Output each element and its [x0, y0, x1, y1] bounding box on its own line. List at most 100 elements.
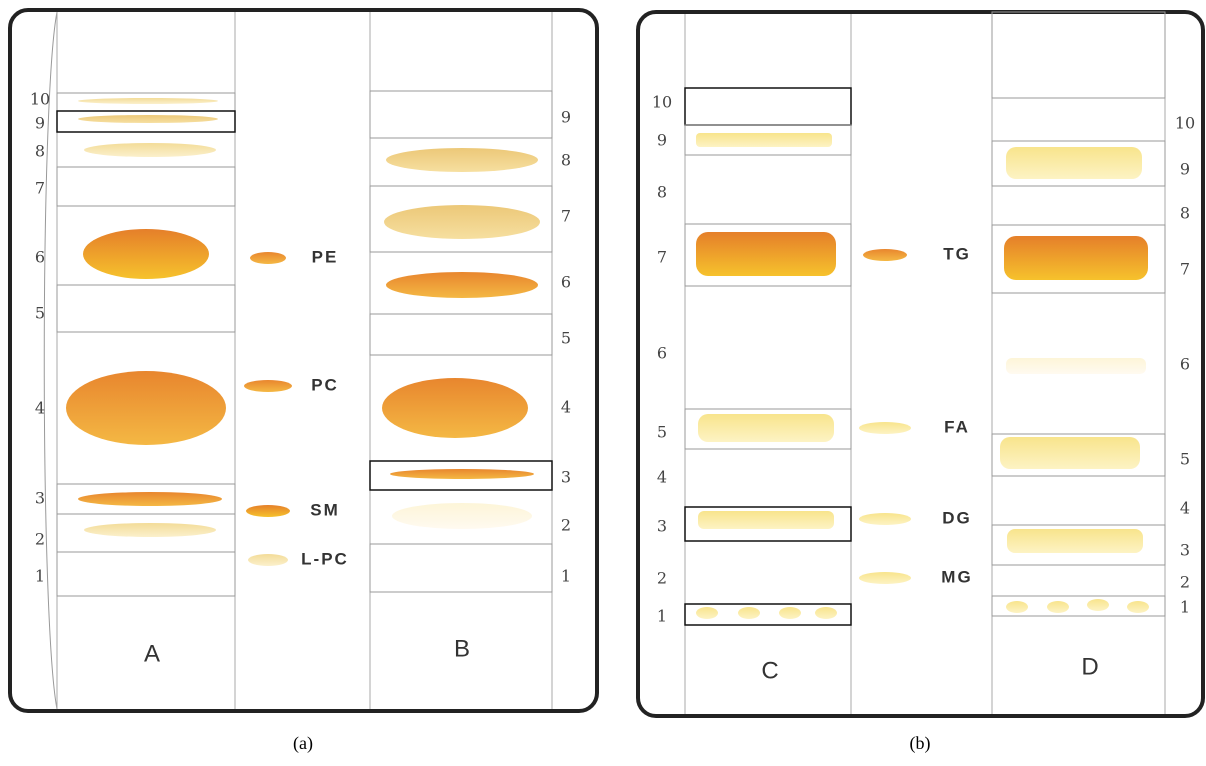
spot: [1047, 601, 1069, 613]
band-number: 10: [30, 90, 50, 109]
standard-label: PE: [312, 247, 339, 266]
band-box: [684, 87, 852, 126]
standard-spot: [859, 422, 911, 434]
band-number: 6: [1180, 355, 1190, 374]
band-number: 1: [657, 607, 667, 626]
spot: [390, 469, 534, 479]
standard-spot: [859, 513, 911, 525]
band-box: [991, 595, 1166, 617]
band-box: [56, 166, 236, 207]
spot: [392, 503, 532, 529]
spot: [696, 607, 718, 619]
panel-caption: (a): [293, 733, 313, 754]
band-box: [684, 506, 852, 542]
band-number: 3: [561, 468, 571, 487]
band-number: 10: [1175, 114, 1195, 133]
band-number: 9: [35, 114, 45, 133]
standard-label: FA: [944, 417, 970, 436]
band-number: 9: [657, 131, 667, 150]
spot: [384, 205, 540, 239]
band-number: 9: [561, 108, 571, 127]
band-box: [369, 313, 553, 356]
standard-label: PC: [311, 375, 339, 394]
spot: [84, 143, 216, 157]
band-number: 8: [1180, 204, 1190, 223]
band-number: 5: [561, 329, 571, 348]
band-number: 4: [35, 399, 45, 418]
standard-spot: [246, 505, 290, 517]
band-box: [369, 460, 553, 491]
band-number: 8: [657, 183, 667, 202]
panel-frame: [636, 10, 1205, 718]
band-number: 5: [1180, 450, 1190, 469]
standard-spot: [859, 572, 911, 584]
band-box: [369, 185, 553, 253]
band-box: [369, 90, 553, 139]
band-number: 1: [1180, 598, 1190, 617]
band-number: 1: [35, 567, 45, 586]
band-box: [56, 551, 236, 597]
band-number: 6: [657, 344, 667, 363]
band-number: 4: [561, 398, 571, 417]
band-box: [684, 603, 852, 626]
spot: [84, 523, 216, 537]
spot: [1006, 358, 1146, 374]
band-box: [684, 124, 852, 156]
spot: [696, 232, 836, 276]
band-number: 8: [561, 151, 571, 170]
band-box: [684, 223, 852, 287]
band-number: 10: [652, 93, 672, 112]
band-box: [369, 543, 553, 593]
spot: [78, 115, 218, 123]
band-number: 7: [561, 207, 571, 226]
standard-label: DG: [942, 508, 972, 527]
spot: [1004, 236, 1148, 280]
band-number: 2: [35, 530, 45, 549]
spot: [66, 371, 226, 445]
lane-name: A: [144, 640, 160, 667]
standard-spot: [244, 380, 292, 392]
spot: [78, 98, 218, 104]
band-number: 6: [35, 248, 45, 267]
spot: [1006, 147, 1142, 179]
band-number: 2: [657, 569, 667, 588]
band-number: 7: [1180, 260, 1190, 279]
band-number: 2: [1180, 573, 1190, 592]
band-number: 7: [657, 248, 667, 267]
band-box: [56, 284, 236, 333]
band-number: 7: [35, 179, 45, 198]
lane-name: C: [761, 657, 778, 684]
band-box: [56, 110, 236, 133]
standard-label: TG: [943, 244, 971, 263]
band-number: 3: [1180, 541, 1190, 560]
standard-label: L-PC: [301, 549, 349, 568]
band-number: 6: [561, 273, 571, 292]
band-number: 9: [1180, 160, 1190, 179]
lane-name: B: [454, 635, 470, 662]
band-number: 5: [35, 304, 45, 323]
band-box: [684, 408, 852, 450]
band-number: 3: [35, 489, 45, 508]
band-number: 2: [561, 516, 571, 535]
band-number: 8: [35, 142, 45, 161]
band-box: [991, 140, 1166, 187]
standard-label: SM: [310, 500, 340, 519]
spot: [382, 378, 528, 438]
spot: [1000, 437, 1140, 469]
standard-spot: [250, 252, 286, 264]
standard-label: MG: [941, 567, 972, 586]
spot: [1087, 599, 1109, 611]
spot: [738, 607, 760, 619]
band-number: 4: [657, 468, 667, 487]
spot: [696, 133, 832, 147]
band-number: 3: [657, 517, 667, 536]
spot: [83, 229, 209, 279]
band-box: [991, 433, 1166, 477]
panel-caption: (b): [910, 733, 931, 754]
spot: [1006, 601, 1028, 613]
lane-name: D: [1081, 653, 1098, 680]
spot: [815, 607, 837, 619]
band-box: [991, 224, 1166, 294]
panel-frame: [8, 8, 599, 713]
